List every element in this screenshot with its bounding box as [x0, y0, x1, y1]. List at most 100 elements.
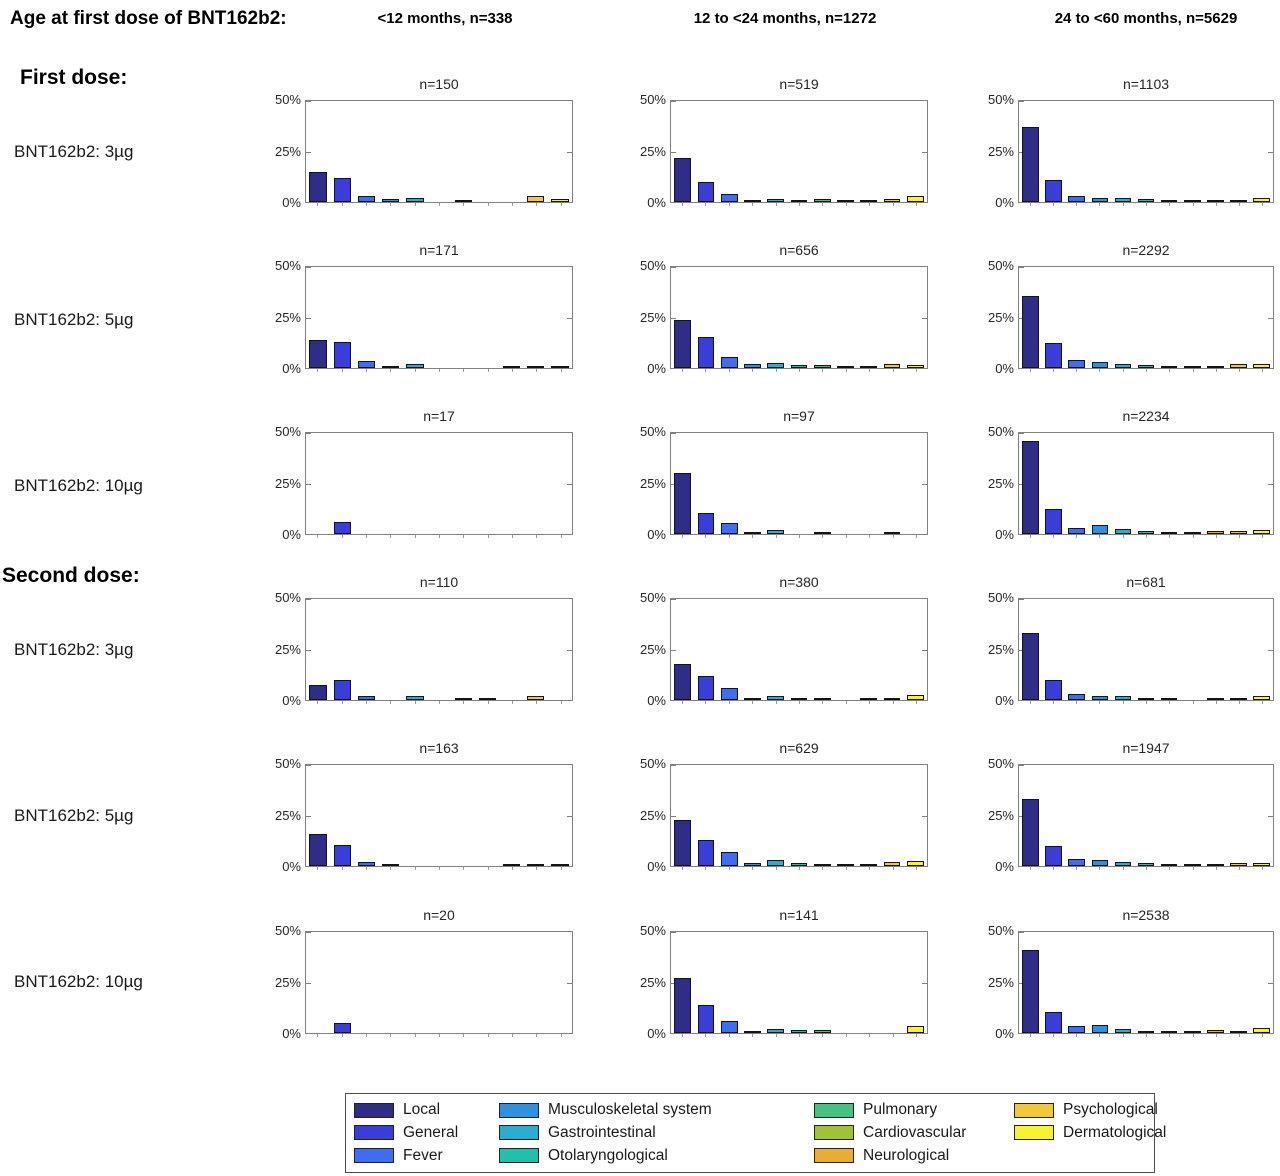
bar-slot — [379, 599, 403, 700]
bar-slot — [427, 932, 451, 1033]
x-axis-tick — [1215, 701, 1217, 704]
plot-area — [1018, 598, 1274, 701]
legend-swatch-pulmonary-icon — [814, 1102, 854, 1118]
y-tick-label: 25% — [987, 309, 1014, 325]
axis-tick — [1268, 982, 1273, 984]
bar-slot — [451, 433, 475, 534]
bar-neurological — [860, 200, 878, 202]
bar-slot — [1134, 932, 1157, 1033]
axis-tick — [671, 982, 676, 984]
x-axis-tick — [560, 867, 562, 870]
x-axis-tick — [390, 535, 392, 538]
x-axis-tick — [463, 1034, 465, 1037]
bar-fever — [720, 852, 738, 866]
bar-gastrointestinal — [767, 696, 785, 700]
bar-local — [674, 820, 691, 866]
bar-cardiovascular — [837, 366, 854, 368]
x-axis-tick — [1262, 535, 1264, 538]
x-axis-tick — [439, 203, 440, 206]
plot-area — [1018, 100, 1274, 203]
bar-slot — [475, 267, 499, 368]
x-axis-tick — [1099, 369, 1101, 372]
y-tick-label: 25% — [639, 807, 666, 823]
chart-panel: n=97 50% 25% 0% — [618, 408, 934, 543]
legend-label: Fever — [403, 1146, 443, 1164]
bar-pulmonary — [813, 698, 831, 700]
bar-musculoskeletal-system — [744, 200, 761, 202]
bar-group — [671, 599, 927, 700]
bar-slot — [330, 267, 354, 368]
chart-panel: n=1103 50% 25% 0% — [966, 76, 1280, 211]
x-axis-tick — [681, 535, 683, 538]
bar-slot — [427, 433, 451, 534]
bar-slot — [330, 101, 354, 202]
x-axis-tick — [1239, 369, 1241, 372]
panel-title: n=2292 — [1122, 242, 1170, 258]
x-axis-tick — [463, 701, 465, 704]
bar-otolaryngological — [1137, 365, 1155, 368]
legend-item-neurological: Neurological — [814, 1147, 1014, 1165]
bar-slot — [880, 433, 903, 534]
y-tick-label: 25% — [987, 807, 1014, 823]
legend-item-pulmonary: Pulmonary — [814, 1101, 1014, 1119]
bar-slot — [1227, 433, 1250, 534]
bar-slot — [880, 599, 903, 700]
y-tick-label: 25% — [274, 641, 301, 657]
bar-slot — [671, 267, 694, 368]
bar-general — [333, 845, 351, 866]
x-axis-tick — [1099, 203, 1101, 206]
bar-group — [1019, 932, 1273, 1033]
bar-slot — [306, 267, 330, 368]
plot-area — [1018, 266, 1274, 369]
x-axis-tick — [799, 867, 800, 870]
bar-slot — [427, 599, 451, 700]
axis-tick — [306, 815, 311, 817]
bar-slot — [354, 765, 378, 866]
x-axis-tick — [536, 701, 538, 704]
legend-swatch-cardiovascular-icon — [814, 1125, 854, 1141]
bar-slot — [694, 599, 717, 700]
y-tick-label: 50% — [274, 258, 301, 273]
x-axis-tick — [414, 1034, 416, 1037]
bar-group — [306, 932, 572, 1033]
bar-slot — [1065, 101, 1088, 202]
bar-cardiovascular — [1183, 864, 1201, 866]
y-tick-label: 50% — [987, 258, 1014, 273]
x-axis-tick — [728, 369, 730, 372]
bar-local — [674, 320, 691, 368]
x-axis-tick — [752, 535, 754, 538]
bar-local — [1022, 296, 1039, 368]
legend-label: Musculoskeletal system — [548, 1101, 712, 1119]
bar-psychological — [1230, 364, 1247, 368]
x-axis-tick — [775, 203, 777, 206]
x-axis-tick — [799, 701, 800, 704]
x-axis-tick — [560, 203, 562, 206]
axis-tick — [1019, 317, 1024, 319]
y-tick-label: 50% — [274, 590, 301, 605]
row-label-bnt162b2-10-g: BNT162b2: 10µg — [14, 476, 143, 495]
bar-slot — [811, 433, 834, 534]
bar-local — [674, 664, 691, 700]
bar-local — [309, 685, 327, 700]
bar-slot — [1088, 433, 1111, 534]
x-axis-tick — [728, 535, 730, 538]
legend-item-psychological: Psychological — [1014, 1101, 1158, 1119]
bar-slot — [787, 267, 810, 368]
chart-panel: n=681 50% 25% 0% — [966, 574, 1280, 709]
y-tick-label: 50% — [639, 756, 666, 771]
chart-panel: n=519 50% 25% 0% — [618, 76, 934, 211]
bar-neurological — [860, 366, 878, 368]
x-axis-tick — [705, 535, 707, 538]
bar-neurological — [1206, 531, 1224, 534]
x-axis-tick — [869, 203, 871, 206]
x-axis-tick — [775, 1034, 777, 1037]
bar-pulmonary — [1160, 200, 1178, 202]
axis-tick — [567, 151, 572, 153]
x-axis-tick — [536, 203, 538, 206]
x-axis-tick — [775, 701, 777, 704]
x-axis-tick — [1146, 701, 1147, 704]
axis-tick — [671, 433, 676, 434]
x-axis-tick — [439, 369, 440, 372]
bar-musculoskeletal-system — [1091, 696, 1109, 700]
bar-slot — [1042, 765, 1065, 866]
